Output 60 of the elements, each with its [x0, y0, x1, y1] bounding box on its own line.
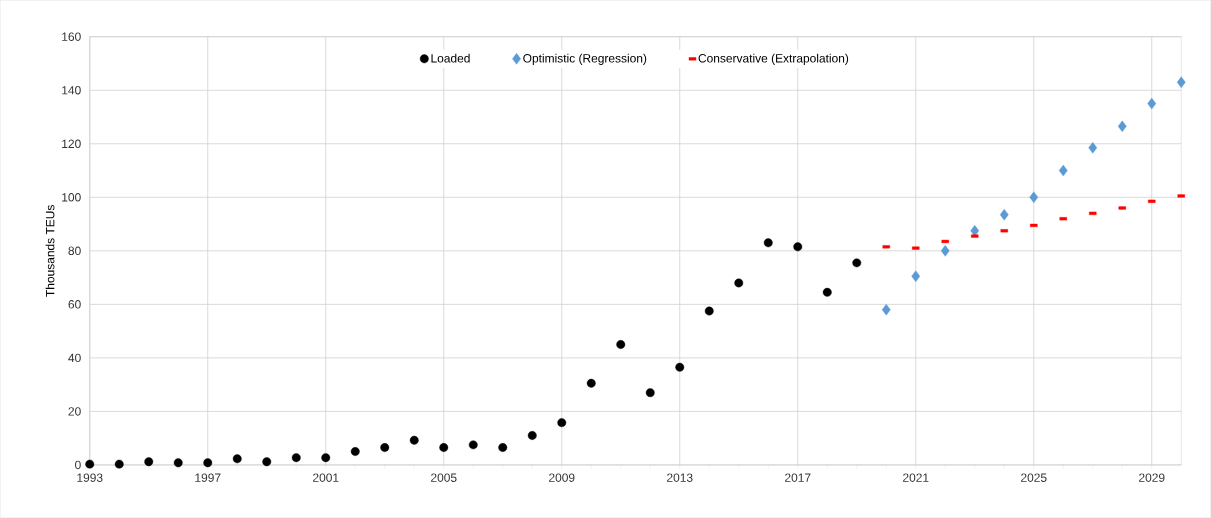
point [734, 278, 744, 288]
point [1117, 120, 1127, 133]
y-axis-title: Thousands TEUs [45, 205, 55, 297]
y-tick-label: 40 [68, 353, 81, 363]
point [380, 443, 390, 453]
point [675, 363, 685, 372]
y-tick-label: 140 [62, 86, 81, 95]
point [645, 388, 655, 398]
point [822, 288, 832, 297]
point [586, 379, 596, 388]
y-tick-label: 0 [75, 460, 81, 470]
x-tick-label: 2025 [1021, 473, 1047, 483]
x-tick-label: 2017 [785, 473, 811, 483]
x-tick-label: 2001 [313, 473, 339, 483]
point [291, 453, 301, 463]
x-tick-label: 2021 [903, 473, 929, 483]
point [1029, 191, 1039, 204]
point [1088, 142, 1098, 154]
point [350, 447, 360, 457]
point [1058, 165, 1068, 177]
point [468, 440, 478, 450]
x-tick-label: 2029 [1139, 473, 1165, 483]
y-tick-label: 100 [62, 193, 81, 202]
point [1176, 76, 1186, 89]
point [940, 245, 950, 257]
point [852, 258, 862, 268]
point [999, 209, 1009, 221]
y-tick-label: 80 [68, 246, 81, 256]
point [409, 436, 419, 445]
point [439, 443, 449, 453]
y-tick-label: 160 [62, 32, 81, 42]
point [262, 457, 272, 467]
point [1147, 98, 1157, 110]
point [616, 340, 626, 350]
point [793, 242, 803, 252]
point [704, 306, 714, 316]
x-tick-label: 1997 [195, 473, 221, 483]
x-tick-label: 1993 [77, 473, 103, 483]
point [85, 459, 95, 469]
point [232, 454, 242, 464]
point [173, 458, 183, 468]
point [144, 457, 154, 467]
legend-label: Conservative (Extrapolation) [698, 53, 849, 66]
y-tick-label: 20 [68, 407, 81, 416]
point [911, 270, 921, 283]
legend-label: Loaded [431, 53, 470, 63]
point [321, 453, 331, 463]
point [527, 431, 537, 441]
point [763, 238, 773, 248]
legend-label: Optimistic (Regression) [523, 53, 647, 66]
x-tick-label: 2009 [549, 473, 575, 483]
y-tick-label: 120 [62, 139, 81, 149]
point [498, 443, 508, 453]
point [203, 458, 213, 468]
x-tick-label: 2013 [667, 473, 693, 483]
y-tick-label: 60 [68, 300, 81, 309]
x-tick-label: 2005 [431, 473, 457, 483]
point [881, 304, 891, 316]
point [557, 418, 567, 428]
point [114, 459, 124, 469]
